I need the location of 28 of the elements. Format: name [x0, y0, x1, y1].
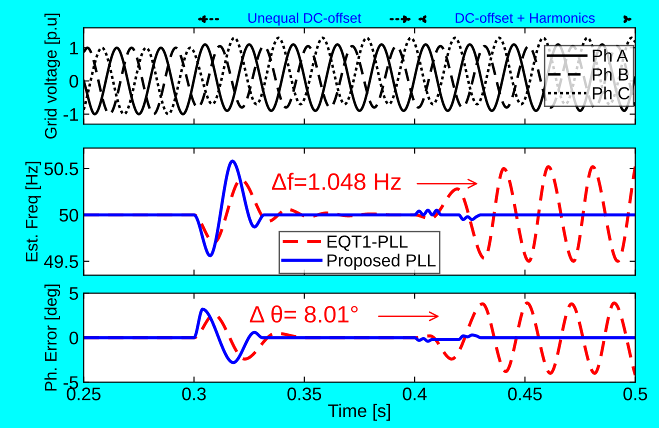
y-tick-label: 49.5: [44, 255, 78, 268]
text: DC-offset + Harmonics: [456, 12, 595, 23]
annotation: Δf=1.048 Hz: [272, 172, 401, 190]
y-tick-label: 0: [69, 74, 78, 88]
y-tick-label: -1: [64, 108, 78, 121]
y-tick-label: -5: [64, 376, 78, 389]
legend-label: Ph C: [592, 86, 630, 100]
y-axis-title: Est. Freq [Hz]: [25, 162, 41, 262]
y-axis-title: Grid voltage [p.u]: [44, 14, 60, 139]
legend-label: Proposed PLL: [328, 254, 436, 270]
x-tick-label: 0.45: [508, 388, 542, 400]
legend-label: Ph A: [592, 49, 628, 62]
x-tick-label: 0.3: [182, 388, 206, 400]
x-tick-label: 0.5: [623, 388, 648, 400]
y-tick-label: 50: [59, 208, 78, 222]
legend-label: Ph B: [592, 68, 628, 80]
y-axis-title: Ph. Error [deg]: [44, 284, 60, 391]
legend-label: EQT1-PLL: [328, 235, 408, 251]
x-axis-title: Time [s]: [328, 404, 390, 421]
y-tick-label: 50.5: [44, 162, 78, 176]
x-tick-label: 0.4: [402, 388, 427, 400]
annotation: Δ θ= 8.01°: [250, 305, 358, 323]
x-tick-label: 0.25: [66, 388, 101, 400]
text: Unequal DC-offset: [248, 12, 362, 26]
y-tick-label: 0: [69, 332, 78, 344]
y-tick-label: 5: [70, 287, 78, 300]
y-tick-label: 1: [70, 42, 78, 54]
x-tick-label: 0.35: [287, 388, 322, 400]
